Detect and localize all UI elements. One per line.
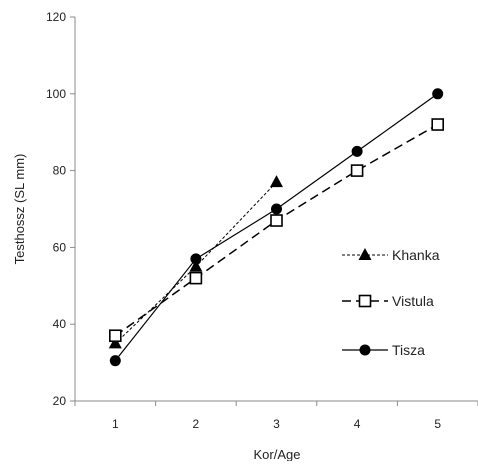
legend-item-khanka: Khanka [342,247,440,263]
x-tick-label: 4 [354,417,361,431]
y-tick-label: 80 [53,164,67,178]
y-tick-label: 100 [46,87,66,101]
legend-label: Vistula [392,293,434,309]
y-axis-title: Testhossz (SL mm) [12,154,27,265]
data-point [351,145,363,157]
data-point [189,259,203,272]
data-point [189,271,203,285]
y-tick-label: 60 [53,240,67,254]
x-tick-label: 5 [434,417,441,431]
y-tick-label: 40 [53,317,67,331]
data-point [350,164,364,177]
axes: 20 40 60 80 100 120 1 2 3 4 5 [46,10,478,431]
series-khanka [108,175,283,349]
data-point [432,88,444,100]
legend-label: Khanka [392,247,440,263]
data-point [109,329,122,343]
data-point [108,336,122,349]
y-tick-label: 120 [46,10,66,24]
legend-marker [359,344,371,356]
series-line [114,123,439,337]
data-point [190,253,202,265]
data-point [109,355,121,367]
legend-label: Tisza [392,342,425,358]
series-vistula [109,118,445,343]
data-point [270,214,283,227]
x-axis-title: Kor/Age [254,447,301,461]
data-point [431,118,445,131]
series-tisza [109,88,444,367]
data-point [271,203,282,215]
legend-marker [358,294,372,308]
x-tick-label: 2 [193,417,200,431]
y-tick-label: 20 [53,394,67,408]
x-tick-label: 1 [112,417,119,431]
legend-marker [358,248,372,260]
legend-item-vistula: Vistula [342,293,434,309]
legend-item-tisza: Tisza [342,342,425,358]
series-line [114,93,439,362]
legend: Khanka Vistula Tisza [342,247,440,358]
data-point [270,175,283,188]
series-group [108,88,445,367]
x-tick-label: 3 [273,417,280,431]
